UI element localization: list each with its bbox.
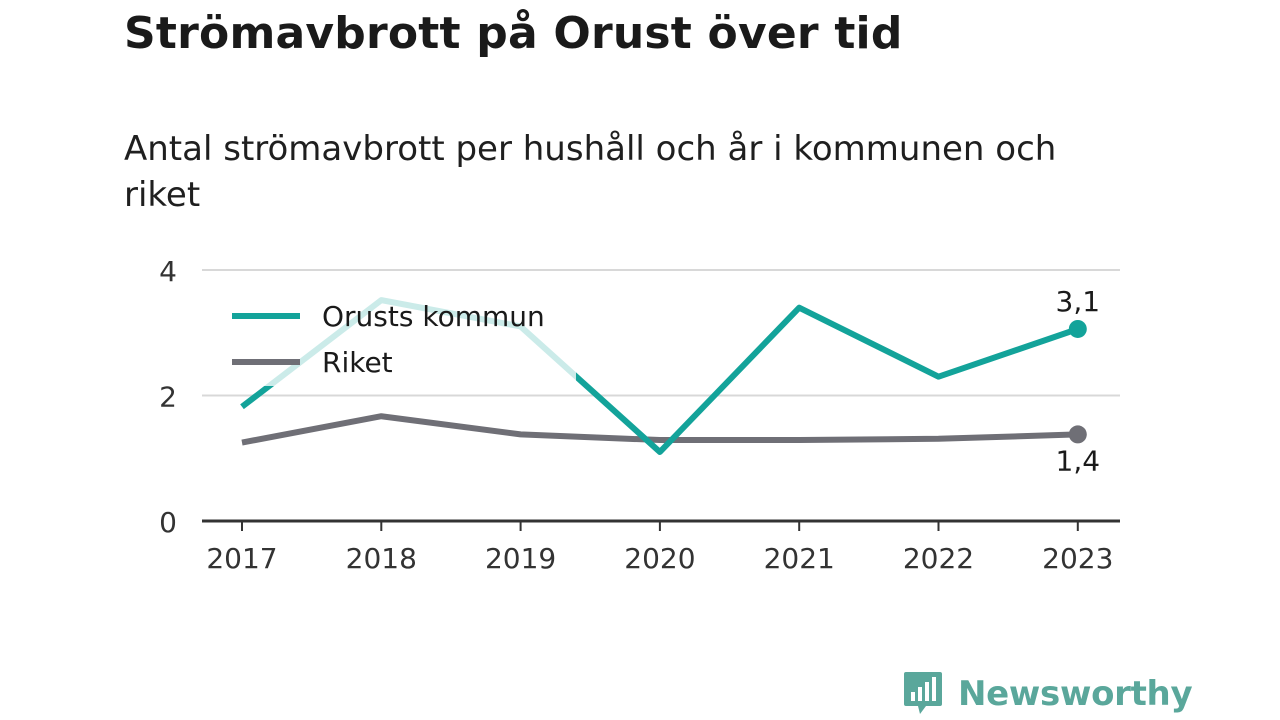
legend-background (226, 290, 576, 386)
line-chart: 0 2 4 2017 2018 2019 2020 2021 2022 2023 Orusts … (159, 255, 1120, 575)
end-label-kommun: 3,1 (1056, 285, 1101, 318)
x-tick-label: 2022 (903, 542, 974, 575)
y-tick-labels: 0 2 4 (159, 255, 177, 539)
grid-lines (202, 269, 1120, 397)
x-tick-label: 2017 (206, 542, 277, 575)
end-label-riket: 1,4 (1056, 444, 1101, 477)
x-tick-label: 2018 (346, 542, 417, 575)
x-tick-label: 2021 (764, 542, 835, 575)
legend: Orusts kommun Riket (226, 290, 576, 386)
newsworthy-logo: Newsworthy (902, 670, 1193, 718)
legend-label: Orusts kommun (322, 300, 545, 333)
chart-title: Strömavbrott på Orust över tid (124, 8, 903, 59)
end-labels: 3,1 1,4 (1056, 285, 1101, 477)
y-tick-label: 2 (159, 381, 177, 414)
newsworthy-bar-chart-icon (904, 672, 942, 714)
x-tick-label: 2020 (624, 542, 695, 575)
end-point-kommun (1068, 319, 1087, 338)
x-tick-label: 2019 (485, 542, 556, 575)
legend-label: Riket (322, 346, 393, 379)
end-point-riket (1068, 425, 1087, 444)
x-axis-ticks: 2017 2018 2019 2020 2021 2022 2023 (202, 519, 1120, 575)
x-tick-label: 2023 (1042, 542, 1113, 575)
y-tick-label: 4 (159, 255, 177, 288)
y-tick-label: 0 (159, 506, 177, 539)
series-line-riket (241, 413, 1078, 446)
brand-name: Newsworthy (958, 674, 1193, 714)
chart-subtitle: Antal strömavbrott per hushåll och år i … (124, 129, 1057, 215)
